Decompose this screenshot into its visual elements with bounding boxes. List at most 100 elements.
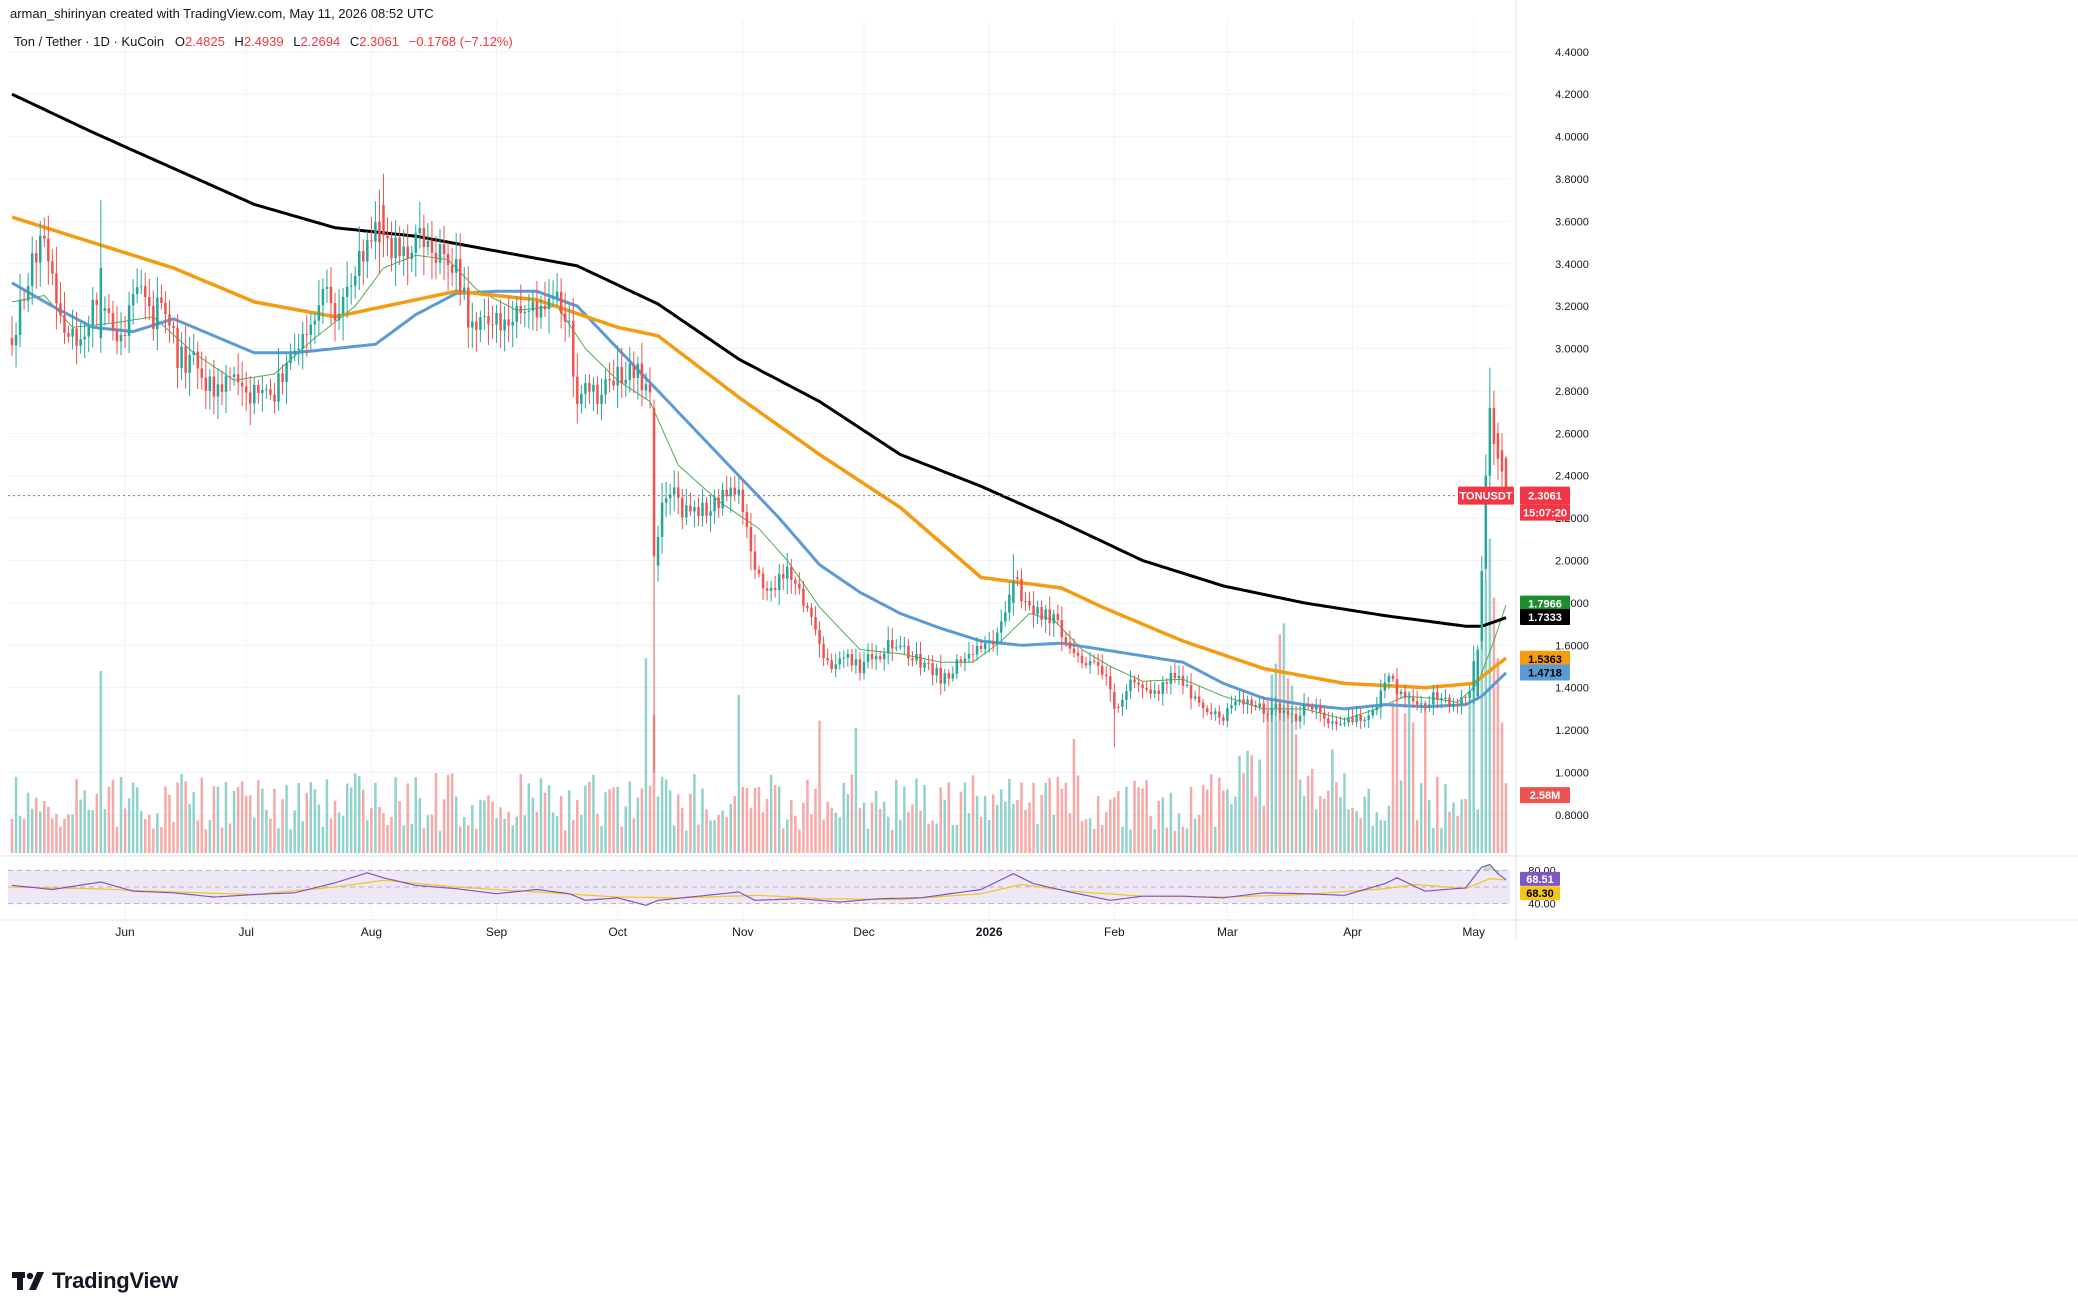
candle xyxy=(349,272,353,305)
candle xyxy=(1274,696,1278,716)
volume-bar xyxy=(285,785,288,853)
volume-bar xyxy=(1419,783,1423,853)
volume-bar xyxy=(269,818,272,853)
chart-credit: arman_shirinyan created with TradingView… xyxy=(10,6,434,21)
candle xyxy=(1270,697,1274,722)
candle xyxy=(236,353,240,396)
candle xyxy=(854,648,858,675)
candle xyxy=(1000,609,1003,643)
candle xyxy=(34,240,38,289)
candle xyxy=(858,652,862,681)
symbol-ohlc-legend: Ton / Tether · 1D · KuCoin O2.4825 H2.49… xyxy=(14,34,519,49)
candle xyxy=(802,581,805,613)
volume-bar xyxy=(1105,811,1108,853)
volume-bar xyxy=(1084,819,1088,853)
volume-bar xyxy=(963,782,967,853)
candle xyxy=(628,346,632,393)
candle xyxy=(1331,712,1334,731)
candle xyxy=(697,497,700,527)
candle xyxy=(995,627,999,656)
candle xyxy=(753,534,757,580)
candle xyxy=(701,488,704,527)
candle xyxy=(765,581,769,601)
candle xyxy=(244,371,248,411)
candle xyxy=(1419,695,1423,714)
volume-bar xyxy=(1262,805,1265,853)
candle xyxy=(939,654,942,695)
volume-bar xyxy=(1306,775,1310,853)
candle xyxy=(119,312,123,356)
time-tick-label: May xyxy=(1462,925,1485,939)
volume-bar xyxy=(317,804,321,853)
volume-bar xyxy=(1254,796,1257,853)
volume-bar xyxy=(1222,790,1225,853)
volume-bar xyxy=(1468,698,1471,853)
price-tick-label: 3.2000 xyxy=(1555,301,1589,313)
volume-bar xyxy=(640,788,644,853)
volume-bar xyxy=(1504,783,1508,853)
tradingview-logo[interactable]: TradingView xyxy=(12,1268,178,1294)
candle xyxy=(794,576,797,595)
volume-bar xyxy=(874,790,878,853)
candle xyxy=(882,647,886,671)
candle xyxy=(1387,672,1391,690)
volume-bar xyxy=(337,812,341,853)
volume-bar xyxy=(232,791,236,853)
volume-bar xyxy=(34,797,38,853)
candle xyxy=(434,235,438,280)
volume-bar xyxy=(1343,773,1346,853)
price-tick-label: 3.4000 xyxy=(1555,259,1589,271)
candle xyxy=(1444,689,1447,704)
volume-bar xyxy=(277,828,280,853)
candle xyxy=(899,635,902,650)
volume-bar xyxy=(1403,713,1407,853)
volume-bar xyxy=(325,779,329,853)
candle xyxy=(1278,700,1282,721)
volume-bar xyxy=(216,786,220,853)
symbol-title[interactable]: Ton / Tether · 1D · KuCoin xyxy=(14,34,165,49)
price-tick-label: 2.8000 xyxy=(1555,386,1589,398)
ma-200-value-label-text: 1.7333 xyxy=(1528,612,1562,624)
volume-bar xyxy=(446,774,450,853)
volume-bar xyxy=(1423,704,1427,853)
candle xyxy=(1125,684,1128,710)
volume-bar xyxy=(822,819,825,853)
candle xyxy=(1084,656,1088,669)
volume-bar xyxy=(131,782,135,853)
candle xyxy=(1436,684,1439,709)
volume-bar xyxy=(563,830,567,853)
candle xyxy=(584,374,587,409)
candle xyxy=(737,477,741,505)
volume-bar xyxy=(725,816,728,853)
volume-bar xyxy=(123,808,127,853)
candle xyxy=(305,315,309,357)
volume-bar xyxy=(769,774,773,853)
volume-bar xyxy=(273,788,276,853)
volume-bar xyxy=(1302,796,1306,853)
volume-bar xyxy=(14,776,18,853)
candle xyxy=(903,636,906,655)
candlesticks[interactable] xyxy=(10,173,1508,773)
candle xyxy=(289,343,292,371)
time-axis[interactable]: Jun Jul Aug Sep Oct Nov Dec 2026 Feb Mar Apr May xyxy=(115,925,1485,939)
volume-bar xyxy=(87,809,90,853)
candle xyxy=(1456,698,1459,714)
volume-bar xyxy=(1141,788,1144,853)
candle xyxy=(1383,673,1387,699)
volume-bar xyxy=(1032,782,1035,853)
volume-bar xyxy=(608,789,611,853)
rsi-line xyxy=(11,863,1507,906)
volume-bar xyxy=(430,814,434,853)
candle xyxy=(1500,433,1504,487)
volume-bar xyxy=(995,804,999,853)
candle xyxy=(55,246,58,330)
candle xyxy=(1153,682,1156,699)
time-tick-label: Jun xyxy=(115,925,134,939)
candle xyxy=(1100,654,1104,680)
time-tick-label: Feb xyxy=(1104,925,1125,939)
volume-bar xyxy=(838,817,842,853)
time-tick-label: 2026 xyxy=(976,925,1003,939)
price-axis[interactable]: 4.4000 4.2000 4.0000 3.8000 3.6000 3.4000 3.20… xyxy=(1555,47,1589,822)
candle xyxy=(71,309,74,350)
